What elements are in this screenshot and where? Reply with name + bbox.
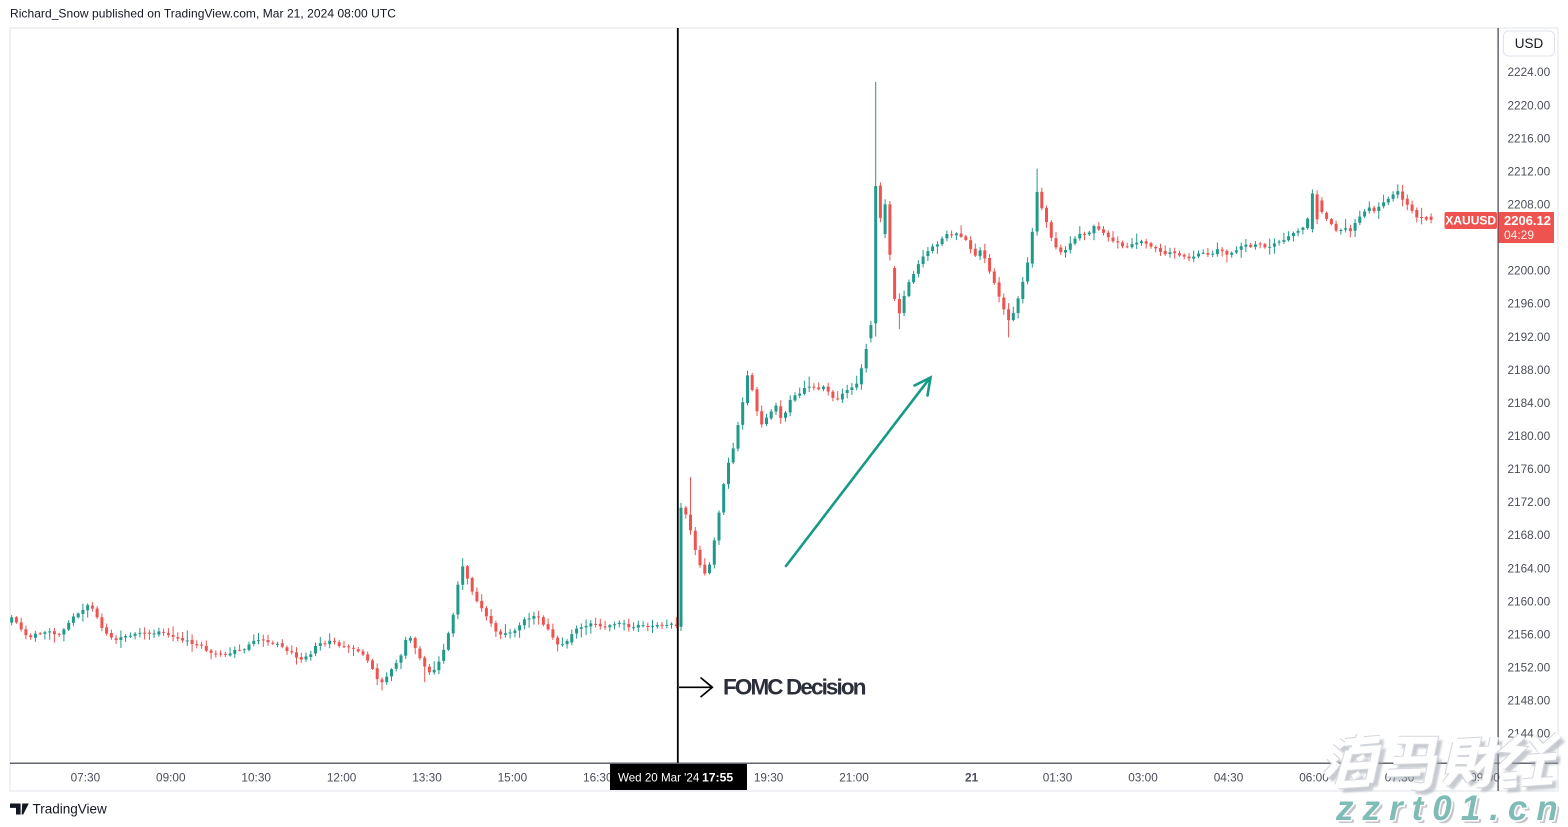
svg-text:2156.00: 2156.00 [1508, 627, 1551, 641]
svg-text:06:00: 06:00 [1299, 771, 1329, 785]
svg-text:04:30: 04:30 [1214, 771, 1244, 785]
svg-text:2148.00: 2148.00 [1508, 694, 1551, 708]
svg-text:03:00: 03:00 [1128, 771, 1158, 785]
svg-text:2224.00: 2224.00 [1508, 65, 1551, 79]
svg-text:2160.00: 2160.00 [1508, 594, 1551, 608]
svg-text:2184.00: 2184.00 [1508, 396, 1551, 410]
svg-text:16:30: 16:30 [583, 771, 613, 785]
svg-text:2172.00: 2172.00 [1508, 495, 1551, 509]
svg-text:2192.00: 2192.00 [1508, 330, 1551, 344]
svg-text:TradingView: TradingView [33, 802, 108, 817]
svg-text:2208.00: 2208.00 [1508, 198, 1551, 212]
svg-text:01:30: 01:30 [1043, 771, 1073, 785]
svg-text:2180.00: 2180.00 [1508, 429, 1551, 443]
svg-text:2216.00: 2216.00 [1508, 131, 1551, 145]
svg-text:10:30: 10:30 [241, 771, 271, 785]
svg-text:2200.00: 2200.00 [1508, 264, 1551, 278]
svg-text:Richard_Snow published on Trad: Richard_Snow published on TradingView.co… [10, 6, 396, 20]
svg-text:zzrt01.cn: zzrt01.cn [1335, 789, 1567, 827]
svg-text:XAUUSD: XAUUSD [1445, 214, 1496, 228]
svg-text:FOMC Decision: FOMC Decision [723, 675, 866, 700]
svg-text:USD: USD [1515, 36, 1544, 51]
svg-text:zzrt01.cn: zzrt01.cn [1338, 792, 1568, 827]
svg-text:21:00: 21:00 [839, 771, 869, 785]
svg-text:09:00: 09:00 [156, 771, 186, 785]
svg-text:19:30: 19:30 [754, 771, 784, 785]
svg-text:2164.00: 2164.00 [1508, 561, 1551, 575]
svg-text:2152.00: 2152.00 [1508, 661, 1551, 675]
svg-text:12:00: 12:00 [327, 771, 357, 785]
svg-text:13:30: 13:30 [412, 771, 442, 785]
svg-text:07:30: 07:30 [71, 771, 101, 785]
svg-text:2168.00: 2168.00 [1508, 528, 1551, 542]
svg-text:zzrt01.cn: zzrt01.cn [1335, 789, 1567, 827]
svg-text:Wed 20 Mar '24: Wed 20 Mar '24 [618, 772, 700, 785]
svg-text:2212.00: 2212.00 [1508, 164, 1551, 178]
svg-text:17:55: 17:55 [702, 771, 733, 785]
svg-text:2176.00: 2176.00 [1508, 462, 1551, 476]
svg-text:2196.00: 2196.00 [1508, 297, 1551, 311]
svg-text:21: 21 [965, 771, 979, 785]
svg-text:2188.00: 2188.00 [1508, 363, 1551, 377]
svg-text:2206.12: 2206.12 [1504, 213, 1551, 228]
svg-text:2220.00: 2220.00 [1508, 98, 1551, 112]
svg-text:04:29: 04:29 [1504, 228, 1534, 242]
svg-text:15:00: 15:00 [498, 771, 528, 785]
